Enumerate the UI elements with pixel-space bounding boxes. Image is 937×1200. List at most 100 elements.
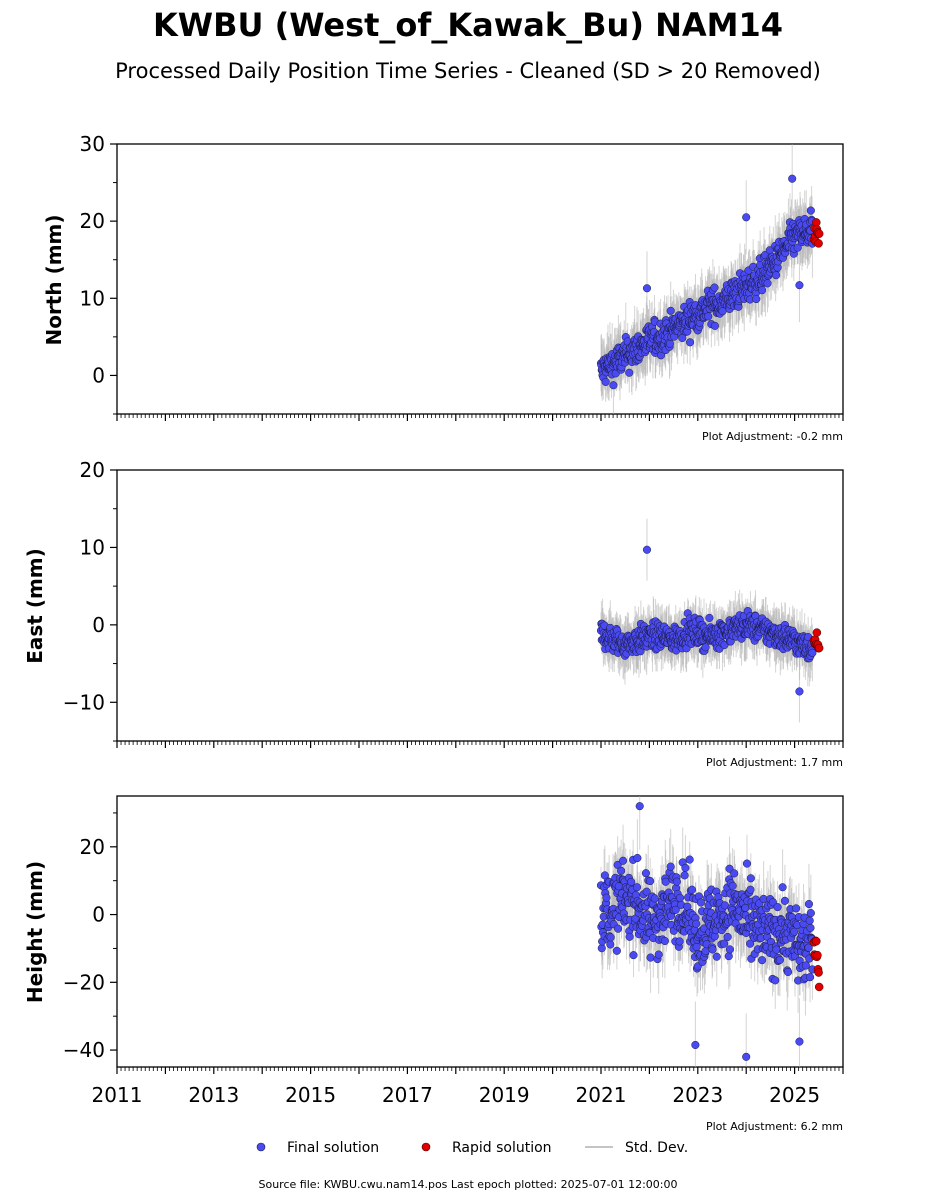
x-tick-label: 2011 bbox=[92, 1083, 143, 1107]
final-solution-point bbox=[654, 950, 663, 959]
final-solution-point bbox=[783, 967, 793, 977]
final-solution-point bbox=[660, 936, 669, 946]
north-plot-adjustment: Plot Adjustment: -0.2 mm bbox=[702, 430, 843, 443]
final-solution-point bbox=[741, 903, 750, 912]
final-solution-point bbox=[701, 643, 710, 652]
legend-std-label: Std. Dev. bbox=[625, 1140, 688, 1156]
final-solution-point bbox=[675, 893, 685, 902]
final-solution-point bbox=[720, 939, 729, 948]
x-tick-label: 2023 bbox=[672, 1083, 723, 1107]
final-solution-point bbox=[804, 943, 813, 952]
rapid-solution-point bbox=[814, 229, 824, 238]
legend-rapid-label: Rapid solution bbox=[452, 1140, 552, 1156]
final-solution-point bbox=[728, 881, 737, 890]
final-solution-point bbox=[763, 279, 772, 288]
final-solution-point bbox=[710, 321, 719, 330]
final-solution-point bbox=[724, 952, 733, 961]
figure-subtitle: Processed Daily Position Time Series - C… bbox=[115, 59, 821, 83]
final-solution-point bbox=[808, 648, 817, 657]
y-tick-label: 0 bbox=[92, 363, 105, 387]
final-solution-point bbox=[696, 898, 705, 907]
data-layer bbox=[596, 144, 824, 414]
final-solution-point bbox=[795, 687, 804, 696]
final-solution-point bbox=[712, 952, 721, 961]
x-tick-label: 2021 bbox=[576, 1083, 627, 1107]
rapid-solution-point bbox=[814, 968, 823, 977]
final-solution-point bbox=[742, 859, 752, 868]
final-solution-point bbox=[790, 927, 799, 936]
final-solution-point bbox=[795, 281, 804, 290]
final-solution-point bbox=[804, 899, 813, 909]
final-solution-point bbox=[742, 1052, 751, 1061]
final-solution-point bbox=[613, 924, 623, 933]
north-panel: North (mm) Plot Adjustment: -0.2 mm 30 20… bbox=[42, 132, 844, 443]
final-solution-point bbox=[692, 942, 701, 951]
final-solution-point bbox=[650, 894, 659, 903]
final-solution-point bbox=[666, 862, 675, 871]
y-tick-label: −20 bbox=[63, 970, 105, 994]
final-solution-point bbox=[692, 919, 701, 928]
final-solution-point bbox=[710, 283, 719, 292]
y-tick-label: 20 bbox=[80, 458, 105, 482]
y-tick-label: 20 bbox=[80, 209, 105, 233]
final-solution-point bbox=[795, 1037, 804, 1046]
final-solution-point bbox=[778, 883, 787, 892]
final-solution-point bbox=[788, 174, 797, 183]
height-plot-adjustment: Plot Adjustment: 6.2 mm bbox=[706, 1120, 843, 1133]
final-solution-point bbox=[632, 883, 642, 892]
x-tick-label: 2013 bbox=[188, 1083, 239, 1107]
final-solution-point bbox=[746, 939, 755, 948]
final-solution-point bbox=[730, 869, 739, 878]
data-layer bbox=[596, 796, 824, 1067]
final-solution-point bbox=[705, 613, 714, 622]
y-tick-label: 20 bbox=[80, 835, 105, 859]
legend-final-marker bbox=[256, 1142, 266, 1152]
final-solution-point bbox=[773, 903, 782, 912]
source-footer: Source file: KWBU.cwu.nam14.pos Last epo… bbox=[259, 1178, 678, 1191]
rapid-solution-point bbox=[812, 628, 822, 637]
final-solution-point bbox=[752, 294, 761, 304]
final-solution-point bbox=[691, 1040, 700, 1050]
final-solution-point bbox=[708, 945, 717, 954]
final-solution-point bbox=[723, 932, 732, 942]
final-solution-point bbox=[617, 866, 626, 875]
final-solution-point bbox=[606, 940, 615, 949]
final-solution-point bbox=[680, 871, 689, 880]
y-tick-label: −40 bbox=[63, 1038, 105, 1062]
final-solution-point bbox=[775, 955, 784, 965]
final-solution-point bbox=[746, 874, 755, 883]
final-solution-point bbox=[768, 898, 777, 907]
final-solution-point bbox=[642, 545, 652, 554]
final-solution-point bbox=[701, 947, 710, 956]
final-solution-point bbox=[746, 885, 755, 894]
final-solution-point bbox=[772, 945, 781, 954]
y-tick-label: 30 bbox=[80, 132, 105, 156]
final-solution-point bbox=[665, 339, 674, 348]
y-tick-label: 10 bbox=[80, 535, 105, 559]
x-tick-label: 2025 bbox=[769, 1083, 820, 1107]
height-panel: Height (mm) Plot Adjustment: 6.2 mm 20 0 −… bbox=[23, 795, 844, 1133]
final-solution-point bbox=[642, 284, 652, 293]
final-solution-point bbox=[641, 869, 650, 878]
final-solution-point bbox=[627, 877, 636, 886]
legend: Final solution Rapid solution Std. Dev. bbox=[256, 1140, 688, 1156]
y-tick-label: 10 bbox=[80, 286, 105, 310]
final-solution-point bbox=[601, 377, 610, 386]
x-tick-label: 2017 bbox=[382, 1083, 433, 1107]
final-solution-point bbox=[661, 877, 670, 886]
final-solution-point bbox=[806, 206, 815, 215]
north-ylabel: North (mm) bbox=[42, 214, 66, 345]
final-solution-point bbox=[597, 944, 606, 953]
rapid-solution-point bbox=[812, 936, 821, 946]
final-solution-point bbox=[629, 951, 638, 960]
final-solution-point bbox=[666, 306, 675, 315]
final-solution-point bbox=[613, 860, 622, 869]
final-solution-point bbox=[642, 887, 651, 896]
final-solution-point bbox=[725, 945, 734, 954]
final-solution-point bbox=[686, 338, 695, 347]
final-solution-point bbox=[792, 904, 801, 913]
legend-final-label: Final solution bbox=[287, 1140, 379, 1156]
final-solution-point bbox=[635, 802, 644, 811]
final-solution-point bbox=[681, 863, 690, 872]
